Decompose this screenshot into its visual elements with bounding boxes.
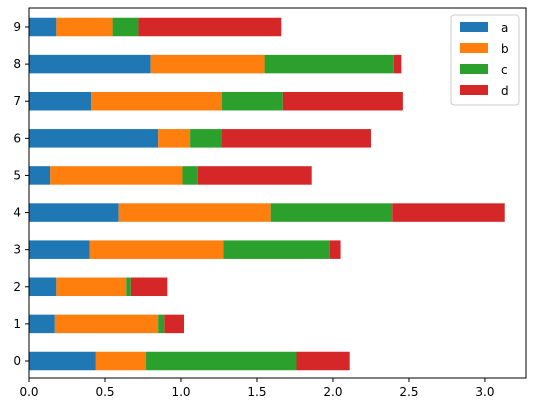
y-tick-label: 0 <box>13 354 21 368</box>
bar-c-9 <box>112 17 139 37</box>
bar-d-0 <box>296 351 350 371</box>
bar-b-7 <box>91 91 223 111</box>
bar-c-8 <box>264 54 394 74</box>
bar-c-1 <box>158 314 165 334</box>
bar-c-0 <box>146 351 297 371</box>
x-axis: 0.0 0.5 1.0 1.5 2.0 2.5 3.0 <box>19 378 495 399</box>
bar-a-0 <box>29 351 96 371</box>
x-tick-label: 1.5 <box>247 385 266 399</box>
bar-d-6 <box>222 129 371 148</box>
bar-a-1 <box>29 314 55 334</box>
y-tick-label: 2 <box>13 280 21 294</box>
legend-frame <box>450 14 520 106</box>
bar-d-1 <box>164 314 185 334</box>
bar-b-9 <box>56 17 113 37</box>
x-tick-label: 1.0 <box>171 385 190 399</box>
y-tick-label: 3 <box>13 243 21 257</box>
legend-swatch-b <box>460 43 488 53</box>
x-tick-label: 2.0 <box>323 385 342 399</box>
bar-a-3 <box>29 240 90 259</box>
axes-frame <box>28 7 527 379</box>
bar-d-4 <box>392 203 505 222</box>
x-tick-label: 0.0 <box>19 385 38 399</box>
y-tick-label: 9 <box>13 20 21 34</box>
legend-label-c: c <box>501 63 508 77</box>
bar-b-8 <box>150 54 265 74</box>
bar-b-6 <box>158 129 191 148</box>
bar-c-7 <box>222 91 283 111</box>
x-tick-label: 2.5 <box>399 385 418 399</box>
legend-swatch-a <box>460 22 488 32</box>
bar-a-5 <box>29 166 51 185</box>
bar-d-9 <box>138 17 282 37</box>
y-tick-label: 8 <box>13 57 21 71</box>
y-tick-label: 4 <box>13 206 21 220</box>
legend-swatch-d <box>460 85 488 95</box>
bar-c-2 <box>126 277 131 297</box>
legend-label-d: d <box>501 84 509 98</box>
y-tick-label: 6 <box>13 131 21 145</box>
x-tick-label: 0.5 <box>95 385 114 399</box>
legend-swatch-c <box>460 64 488 74</box>
bar-a-7 <box>29 91 92 111</box>
legend-label-b: b <box>501 42 509 56</box>
bar-d-5 <box>197 166 312 185</box>
bar-b-2 <box>56 277 127 297</box>
bar-a-9 <box>29 17 57 37</box>
bar-a-4 <box>29 203 119 222</box>
bar-c-6 <box>190 129 223 148</box>
bar-c-5 <box>182 166 198 185</box>
bar-d-7 <box>282 91 403 111</box>
bars-group <box>29 17 505 371</box>
y-axis: 0 1 2 3 4 5 6 7 8 9 <box>13 20 29 368</box>
bar-b-4 <box>118 203 271 222</box>
bar-c-4 <box>270 203 393 222</box>
bar-b-5 <box>50 166 183 185</box>
bar-a-8 <box>29 54 151 74</box>
bar-d-8 <box>393 54 402 74</box>
bar-c-3 <box>223 240 330 259</box>
bar-d-3 <box>329 240 341 259</box>
y-tick-label: 5 <box>13 168 21 182</box>
bar-a-2 <box>29 277 57 297</box>
bar-a-6 <box>29 129 159 148</box>
bar-d-2 <box>130 277 168 297</box>
y-tick-label: 7 <box>13 94 21 108</box>
y-tick-label: 1 <box>13 317 21 331</box>
bar-b-1 <box>54 314 159 334</box>
legend-label-a: a <box>501 21 508 35</box>
bar-b-0 <box>95 351 147 371</box>
x-tick-label: 3.0 <box>475 385 494 399</box>
bar-b-3 <box>89 240 224 259</box>
